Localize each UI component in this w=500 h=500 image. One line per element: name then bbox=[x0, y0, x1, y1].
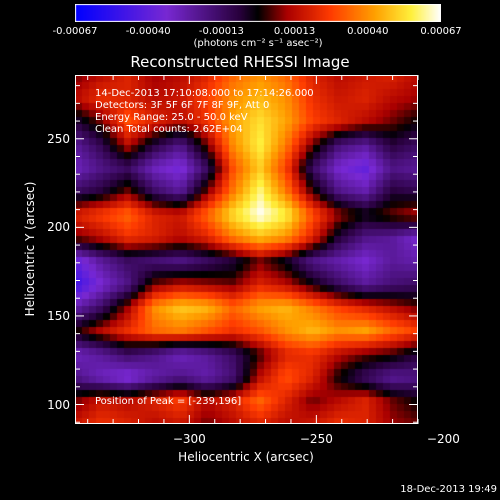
info-time-range: 14-Dec-2013 17:10:08.000 to 17:14:26.000 bbox=[95, 88, 314, 99]
colorbar-tick-label: -0.00067 bbox=[52, 26, 98, 37]
colorbar-tick-label: 0.00013 bbox=[273, 26, 316, 37]
timestamp: 18-Dec-2013 19:49 bbox=[400, 484, 497, 495]
colorbar-tick-label: -0.00040 bbox=[125, 26, 171, 37]
x-axis-label: Heliocentric X (arcsec) bbox=[178, 450, 314, 464]
info-total-counts: Clean Total counts: 2.62E+04 bbox=[95, 124, 243, 135]
x-tick-label: −250 bbox=[299, 432, 333, 446]
x-tick-label: −300 bbox=[172, 432, 206, 446]
y-tick-label: 150 bbox=[47, 308, 70, 323]
y-tick-label: 200 bbox=[47, 220, 70, 235]
y-tick-label: 100 bbox=[47, 397, 70, 412]
peak-position-label: Position of Peak = [-239,196] bbox=[95, 396, 242, 407]
colorbar-tick-label: 0.00040 bbox=[347, 26, 389, 37]
chart-title: Reconstructed RHESSI Image bbox=[130, 53, 350, 71]
y-tick-label: 250 bbox=[47, 131, 70, 146]
info-energy-range: Energy Range: 25.0 - 50.0 keV bbox=[95, 112, 248, 123]
info-detectors: Detectors: 3F 5F 6F 7F 8F 9F, Att 0 bbox=[95, 100, 270, 111]
colorbar bbox=[75, 4, 441, 22]
x-tick-label: −200 bbox=[426, 432, 460, 446]
colorbar-units: (photons cm⁻² s⁻¹ asec⁻²) bbox=[193, 38, 323, 49]
colorbar-tick-label: 0.00067 bbox=[420, 26, 462, 37]
colorbar-tick-label: -0.00013 bbox=[198, 26, 244, 37]
y-axis-label: Heliocentric Y (arcsec) bbox=[23, 181, 37, 317]
